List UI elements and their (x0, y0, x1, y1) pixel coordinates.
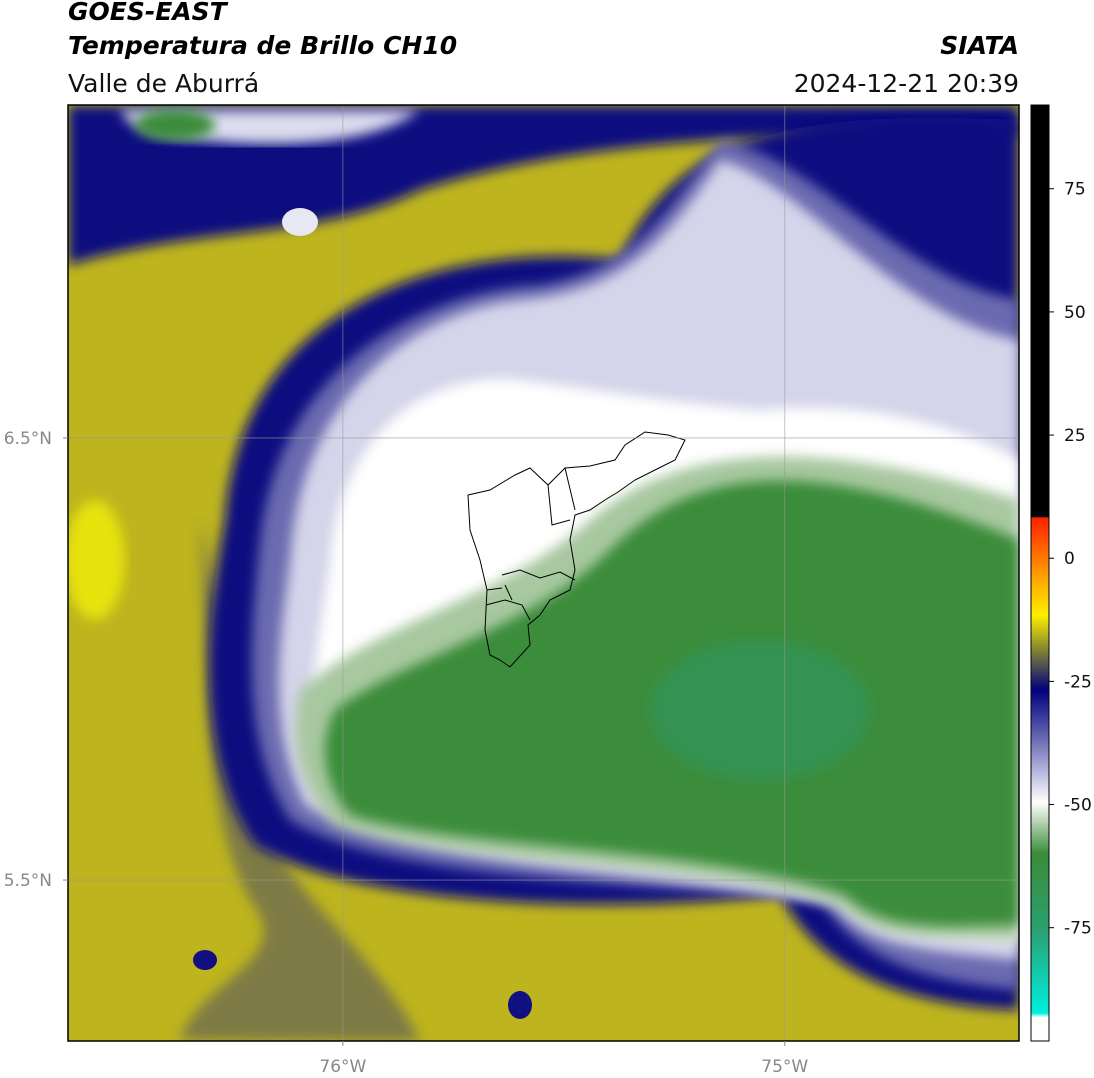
region: Valle de Aburrá (68, 69, 259, 98)
x-tick-label: 76°W (319, 1057, 366, 1077)
x-tick-label: 75°W (761, 1057, 808, 1077)
colorbar-tick-label: -75 (1064, 919, 1092, 939)
colorbar-tick-label: 25 (1064, 426, 1086, 446)
colorbar-tick-label: 75 (1064, 180, 1086, 200)
colorbar (1030, 104, 1050, 1042)
colorbar-tick-label: -25 (1064, 672, 1092, 692)
y-tick-label: 5.5°N (4, 871, 52, 891)
graticule (68, 105, 1019, 1041)
colorbar-tick-label: -50 (1064, 796, 1092, 816)
y-tick-label: 6.5°N (4, 429, 52, 449)
colorbar-tick-label: 50 (1064, 303, 1086, 323)
datetime: 2024-12-21 20:39 (794, 69, 1019, 98)
colorbar-tick-label: 0 (1064, 549, 1075, 569)
map-image (68, 105, 1019, 1041)
map-frame (67, 104, 1020, 1042)
title: GOES-EAST (68, 0, 229, 26)
subtitle: Temperatura de Brillo CH10 (68, 31, 457, 60)
source: SIATA (940, 31, 1019, 60)
